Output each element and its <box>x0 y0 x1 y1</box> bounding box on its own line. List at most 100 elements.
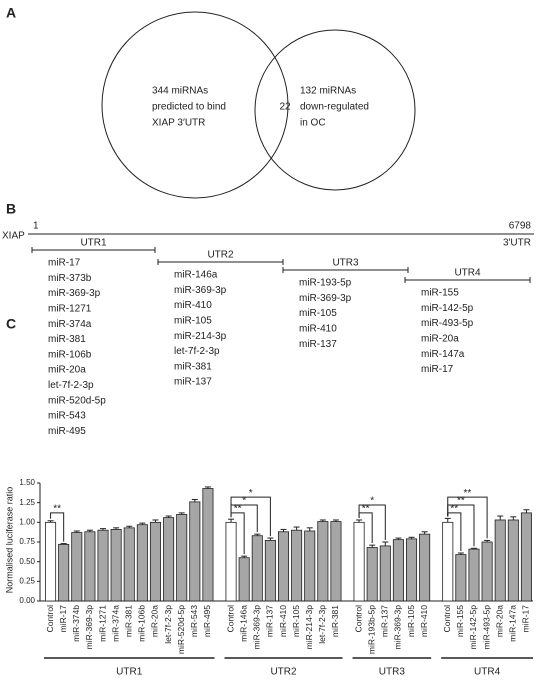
x-tick-label: miR-214-3p <box>304 605 314 650</box>
x-tick-label: miR-520d-5p <box>176 605 186 654</box>
group-label: UTR3 <box>379 667 406 678</box>
mirna-name: miR-20a <box>421 334 459 345</box>
panel-label: A <box>6 5 16 21</box>
x-tick-label: miR-369-3p <box>393 605 403 650</box>
bar <box>163 517 175 602</box>
bar <box>123 527 135 602</box>
bar <box>176 514 188 602</box>
mirna-name: miR-106b <box>48 349 92 360</box>
x-tick-label: Control <box>225 605 235 633</box>
mirna-name: miR-493-5p <box>421 318 474 329</box>
bar <box>277 531 290 602</box>
significance-bracket <box>230 496 271 537</box>
mirna-name: miR-193-5p <box>299 278 352 289</box>
utr-label: UTR1 <box>80 238 107 249</box>
mirna-name: miR-495 <box>48 426 86 437</box>
y-tick-label: 1.00 <box>19 517 35 526</box>
panel-label: C <box>6 316 16 332</box>
venn-circle <box>254 29 416 191</box>
group-label: UTR2 <box>270 667 297 678</box>
x-tick-label: miR-374a <box>110 605 120 642</box>
bar <box>442 521 454 602</box>
x-tick-label: miR-381 <box>330 605 340 637</box>
x-tick-label: miR-137 <box>380 605 390 637</box>
venn-intersection: 22 <box>279 102 291 113</box>
bar <box>353 521 365 602</box>
x-tick-label: miR-410 <box>278 605 288 637</box>
mirna-name: miR-381 <box>174 361 212 372</box>
venn-right-text: in OC <box>300 118 326 129</box>
bar <box>238 557 250 602</box>
x-tick-label: Control <box>442 605 452 633</box>
utr-label: UTR2 <box>207 250 234 261</box>
mirna-name: miR-105 <box>174 316 212 327</box>
x-tick-label: miR-20a <box>494 605 504 637</box>
y-tick-label: 1.25 <box>19 498 35 507</box>
x-tick-label: let-7f-2-3p <box>317 605 327 644</box>
venn-right-text: 132 miRNAs <box>300 86 356 97</box>
mirna-name: miR-373b <box>48 273 92 284</box>
mirna-name: miR-374a <box>48 319 92 330</box>
x-tick-label: miR-193b-5p <box>366 605 376 654</box>
bar <box>330 521 342 602</box>
y-tick-label: 0.25 <box>19 576 35 585</box>
mirna-name: miR-137 <box>299 339 337 350</box>
bar <box>71 532 83 602</box>
gene-start: 1 <box>33 221 39 232</box>
x-tick-label: miR-543 <box>189 605 199 637</box>
x-tick-label: miR-495 <box>202 605 212 637</box>
bar <box>419 533 431 602</box>
mirna-name: miR-105 <box>299 308 337 319</box>
mirna-name: miR-369-3p <box>299 293 352 304</box>
mirna-name: miR-155 <box>421 288 459 299</box>
x-tick-label: miR-410 <box>419 605 429 637</box>
venn-circle <box>101 11 289 199</box>
group-label: UTR1 <box>116 667 143 678</box>
significance-bracket <box>358 504 386 540</box>
bar <box>149 521 161 602</box>
y-tick-label: 0.50 <box>19 557 35 566</box>
x-tick-label: miR-147a <box>508 605 518 642</box>
significance-label: ** <box>457 496 465 507</box>
bar <box>520 512 532 602</box>
mirna-name: miR-142-5p <box>421 303 474 314</box>
mirna-name: miR-137 <box>174 377 212 388</box>
x-tick-label: miR-146a <box>238 605 248 642</box>
bar <box>58 543 70 602</box>
mirna-name: miR-543 <box>48 411 86 422</box>
bar <box>317 521 329 602</box>
mirna-name: miR-369-3p <box>48 288 101 299</box>
x-tick-label: miR-137 <box>265 605 275 637</box>
bar <box>366 547 378 602</box>
mirna-name: let-7f-2-3p <box>174 346 220 357</box>
significance-bracket <box>447 496 488 539</box>
bar <box>110 529 122 602</box>
x-tick-label: miR-105 <box>291 605 301 637</box>
bar <box>264 540 276 602</box>
significance-label: * <box>249 488 253 499</box>
x-tick-label: miR-1271 <box>97 605 107 642</box>
mirna-name: miR-410 <box>299 324 337 335</box>
x-tick-label: miR-17 <box>58 605 68 633</box>
group-label: UTR4 <box>474 667 501 678</box>
x-tick-label: miR-142-5p <box>468 605 478 650</box>
mirna-name: miR-381 <box>48 334 86 345</box>
bar <box>202 488 214 602</box>
bar <box>97 529 109 602</box>
mirna-name: miR-214-3p <box>174 331 227 342</box>
significance-label: ** <box>53 504 61 515</box>
region-label: 3′UTR <box>503 238 531 249</box>
mirna-name: miR-369-3p <box>174 285 227 296</box>
significance-label: ** <box>362 504 370 515</box>
x-tick-label: miR-374b <box>71 605 81 642</box>
gene-end: 6798 <box>509 221 532 232</box>
x-tick-label: miR-20a <box>150 605 160 637</box>
utr-label: UTR3 <box>332 258 359 269</box>
significance-label: * <box>370 496 374 507</box>
bar <box>304 530 316 602</box>
bar <box>455 554 467 602</box>
x-tick-label: Control <box>353 605 363 633</box>
mirna-name: miR-20a <box>48 365 86 376</box>
mirna-name: miR-520d-5p <box>48 395 106 406</box>
